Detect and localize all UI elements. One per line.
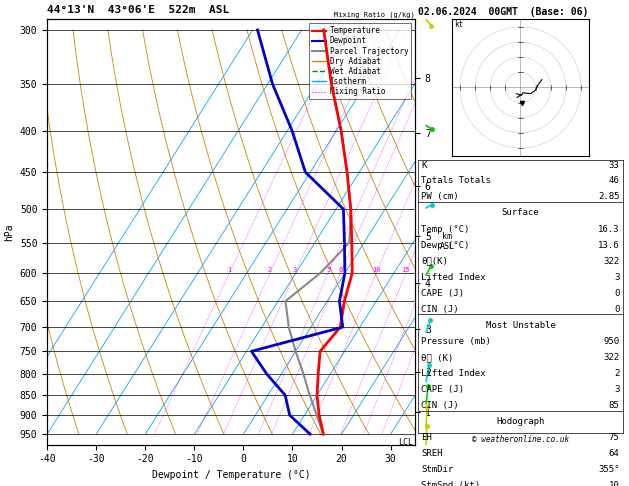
- Text: 950: 950: [603, 337, 620, 346]
- Text: θᴇ(K): θᴇ(K): [421, 257, 448, 266]
- Text: 355°: 355°: [598, 465, 620, 474]
- Text: 322: 322: [603, 257, 620, 266]
- Text: 5: 5: [326, 267, 330, 273]
- Text: CIN (J): CIN (J): [421, 401, 459, 410]
- Text: 16.3: 16.3: [598, 225, 620, 234]
- Text: 2: 2: [614, 369, 620, 378]
- Text: 85: 85: [609, 401, 620, 410]
- Text: 44°13'N  43°06'E  522m  ASL: 44°13'N 43°06'E 522m ASL: [47, 4, 230, 15]
- Text: CAPE (J): CAPE (J): [421, 385, 464, 394]
- Text: 6: 6: [338, 267, 343, 273]
- Text: 10: 10: [372, 267, 381, 273]
- Text: 3: 3: [614, 385, 620, 394]
- Text: Dewp (°C): Dewp (°C): [421, 241, 470, 250]
- Text: 1: 1: [227, 267, 231, 273]
- Text: Hodograph: Hodograph: [496, 417, 545, 426]
- Text: Mixing Ratio (g/kg): Mixing Ratio (g/kg): [335, 12, 415, 18]
- Text: 46: 46: [609, 176, 620, 186]
- Text: 33: 33: [609, 161, 620, 171]
- Text: Totals Totals: Totals Totals: [421, 176, 491, 186]
- Text: 15: 15: [401, 267, 410, 273]
- Text: 0: 0: [614, 305, 620, 314]
- Text: 13.6: 13.6: [598, 241, 620, 250]
- Text: LCL: LCL: [398, 438, 413, 447]
- Text: Most Unstable: Most Unstable: [486, 321, 555, 330]
- Text: 10: 10: [609, 481, 620, 486]
- Text: 322: 322: [603, 353, 620, 362]
- Text: 0: 0: [614, 289, 620, 298]
- Text: EH: EH: [421, 433, 432, 442]
- X-axis label: Dewpoint / Temperature (°C): Dewpoint / Temperature (°C): [152, 470, 311, 480]
- Text: 75: 75: [609, 433, 620, 442]
- Text: 3: 3: [293, 267, 297, 273]
- Text: Lifted Index: Lifted Index: [421, 273, 486, 282]
- Text: CAPE (J): CAPE (J): [421, 289, 464, 298]
- Text: CIN (J): CIN (J): [421, 305, 459, 314]
- Text: kt: kt: [454, 20, 463, 29]
- Text: Lifted Index: Lifted Index: [421, 369, 486, 378]
- Text: θᴇ (K): θᴇ (K): [421, 353, 454, 362]
- Text: 64: 64: [609, 449, 620, 458]
- Text: Pressure (mb): Pressure (mb): [421, 337, 491, 346]
- Text: 2: 2: [268, 267, 272, 273]
- Text: K: K: [421, 161, 427, 171]
- Text: SREH: SREH: [421, 449, 443, 458]
- Text: StmSpd (kt): StmSpd (kt): [421, 481, 481, 486]
- Y-axis label: km
ASL: km ASL: [440, 232, 455, 251]
- Text: 3: 3: [614, 273, 620, 282]
- Text: 02.06.2024  00GMT  (Base: 06): 02.06.2024 00GMT (Base: 06): [418, 7, 589, 17]
- Legend: Temperature, Dewpoint, Parcel Trajectory, Dry Adiabat, Wet Adiabat, Isotherm, Mi: Temperature, Dewpoint, Parcel Trajectory…: [309, 23, 411, 99]
- Text: PW (cm): PW (cm): [421, 192, 459, 202]
- Text: © weatheronline.co.uk: © weatheronline.co.uk: [472, 435, 569, 444]
- Text: Temp (°C): Temp (°C): [421, 225, 470, 234]
- Text: Surface: Surface: [502, 208, 539, 218]
- Y-axis label: hPa: hPa: [4, 223, 14, 241]
- Text: 2.85: 2.85: [598, 192, 620, 202]
- Text: StmDir: StmDir: [421, 465, 454, 474]
